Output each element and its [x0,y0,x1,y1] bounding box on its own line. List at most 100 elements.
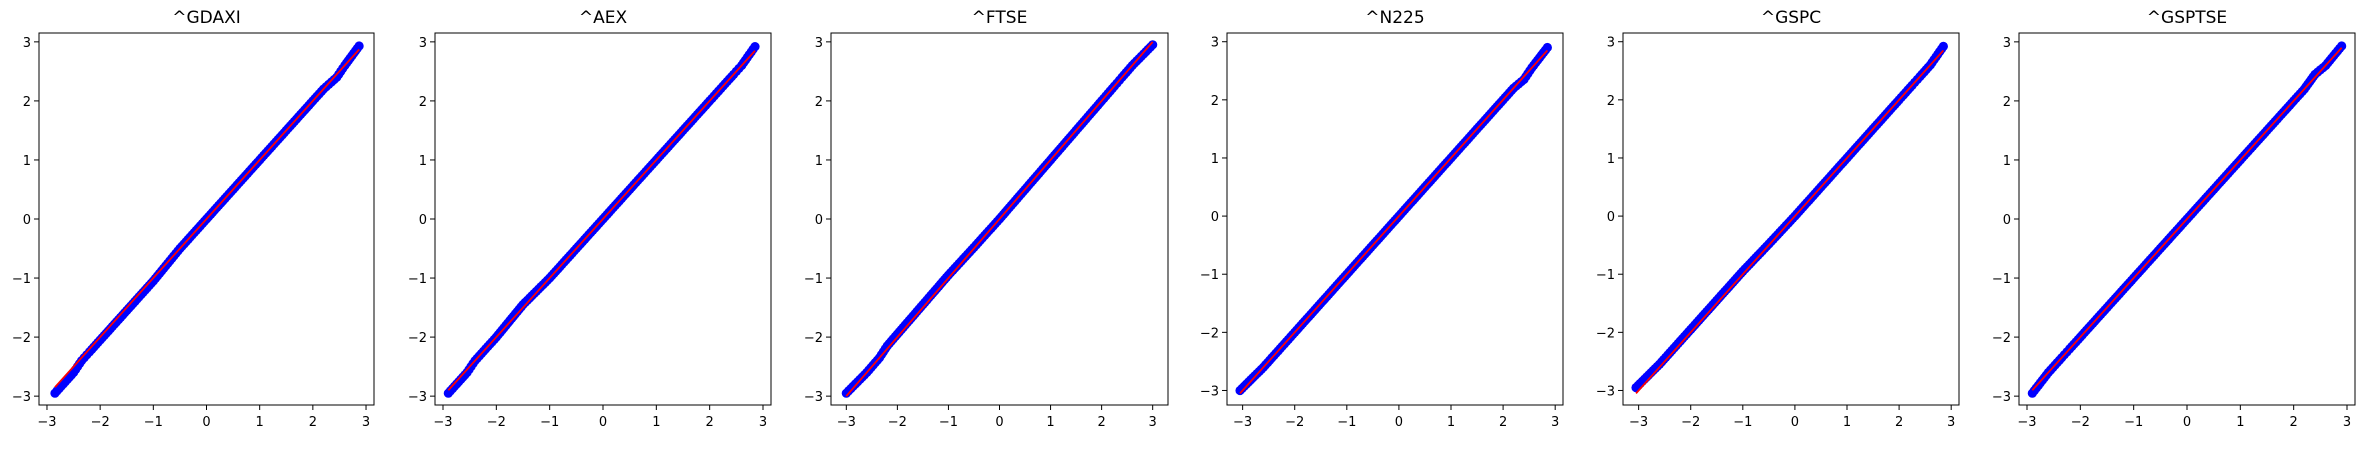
data-point [1938,41,1948,51]
x-tick-label: 2 [2290,415,2298,430]
y-tick-label: −3 [804,390,823,405]
x-tick-label: 2 [309,415,317,430]
y-tick-label: −1 [408,272,427,287]
x-tick-label: 1 [1046,415,1054,430]
x-tick-label: −2 [91,415,110,430]
y-tick-label: −2 [1596,326,1615,341]
x-tick-label: 0 [1395,415,1403,430]
reference-line [1239,49,1549,394]
data-point [1148,40,1158,50]
x-tick-label: 1 [2236,415,2244,430]
chart-title: ^GSPC [1761,8,1821,28]
y-tick-label: −3 [1596,384,1615,399]
x-tick-label: 2 [1499,415,1507,430]
y-tick-label: 1 [1607,152,1615,167]
x-tick-label: 3 [1149,415,1157,430]
y-tick-label: 3 [1211,36,1219,51]
x-tick-label: 3 [2343,415,2351,430]
x-tick-label: −1 [939,415,958,430]
reference-line [447,50,756,391]
y-tick-label: −2 [1200,326,1219,341]
x-tick-label: 1 [1843,415,1851,430]
subplot-5: ^GSPC −3 −2 −1 0 1 2 3 −3 −2 −1 0 1 2 3 [1596,8,1960,430]
chart-title: ^GDAXI [172,8,241,28]
x-tick-label: 0 [202,415,210,430]
y-tick-label: 2 [419,95,427,110]
y-tick-label: −2 [804,331,823,346]
x-tick-label: 0 [599,415,607,430]
axes-frame [830,32,1169,406]
y-tick-label: 0 [815,213,823,228]
y-tick-label: 0 [23,213,31,228]
x-tick-label: 1 [256,415,264,430]
y-tick-label: 0 [419,213,427,228]
axes-frame [2018,32,2356,406]
y-tick-label: 1 [815,154,823,169]
x-tick-label: −1 [144,415,163,430]
x-tick-label: −3 [37,415,56,430]
y-tick-label: 2 [815,95,823,110]
axes-frame [434,32,772,406]
y-tick-label: −3 [408,390,427,405]
x-tick-label: 3 [1551,415,1559,430]
y-tick-label: 2 [1607,94,1615,109]
x-tick-label: 2 [1097,415,1105,430]
x-tick-label: 1 [652,415,660,430]
y-tick-label: −1 [1200,268,1219,283]
x-tick-label: 3 [1947,415,1955,430]
axes-frame [1226,32,1564,406]
x-tick-label: −2 [1285,415,1304,430]
y-tick-label: 3 [2003,36,2011,51]
y-tick-label: −1 [1992,272,2011,287]
x-tick-label: 2 [706,415,714,430]
x-tick-label: −3 [433,415,452,430]
subplot-3: ^FTSE −3 −2 −1 0 1 2 3 −3 −2 −1 0 1 2 3 [804,8,1169,430]
axes-frame [38,32,375,406]
x-tick-label: 2 [1895,415,1903,430]
x-tick-label: 0 [1791,415,1799,430]
axes-frame [1622,32,1960,406]
y-tick-label: −3 [1200,384,1219,399]
y-tick-label: −3 [12,390,31,405]
y-tick-label: 2 [23,95,31,110]
x-tick-label: −1 [1733,415,1752,430]
data-point [2337,41,2347,51]
chart-title: ^AEX [579,8,628,28]
subplot-2: ^AEX −3 −2 −1 0 1 2 3 −3 −2 −1 0 1 2 3 [408,8,772,430]
y-tick-label: 3 [1607,36,1615,51]
y-tick-label: 3 [419,36,427,51]
reference-line [2031,47,2343,391]
x-tick-label: −2 [2071,415,2090,430]
reference-line [845,41,1154,397]
x-tick-label: −1 [540,415,559,430]
x-tick-label: −3 [837,415,856,430]
y-tick-label: −1 [12,272,31,287]
y-tick-label: 0 [2003,213,2011,228]
x-tick-label: 3 [362,415,370,430]
y-tick-label: 0 [1607,210,1615,225]
y-tick-label: 1 [2003,154,2011,169]
subplot-4: ^N225 −3 −2 −1 0 1 2 3 −3 −2 −1 0 1 2 3 [1200,8,1564,430]
x-tick-label: −1 [2124,415,2143,430]
y-tick-label: −1 [1596,268,1615,283]
x-tick-label: −2 [1681,415,1700,430]
reference-line [1635,49,1945,394]
data-point [750,41,760,52]
x-tick-label: −3 [1629,415,1648,430]
x-tick-label: −2 [487,415,506,430]
y-tick-label: 2 [1211,94,1219,109]
y-tick-label: 3 [815,36,823,51]
subplot-6: ^GSPTSE −3 −2 −1 0 1 2 3 −3 −2 −1 0 1 2 3 [1992,8,2356,430]
y-tick-label: −2 [408,331,427,346]
y-tick-label: 1 [1211,152,1219,167]
x-tick-label: 0 [995,415,1003,430]
y-tick-label: −1 [804,272,823,287]
y-tick-label: 1 [23,154,31,169]
x-tick-label: −1 [1337,415,1356,430]
y-tick-label: −2 [12,331,31,346]
x-tick-label: 0 [2183,415,2191,430]
chart-title: ^GSPTSE [2147,8,2227,28]
y-tick-label: −3 [1992,390,2011,405]
data-point [354,41,364,51]
